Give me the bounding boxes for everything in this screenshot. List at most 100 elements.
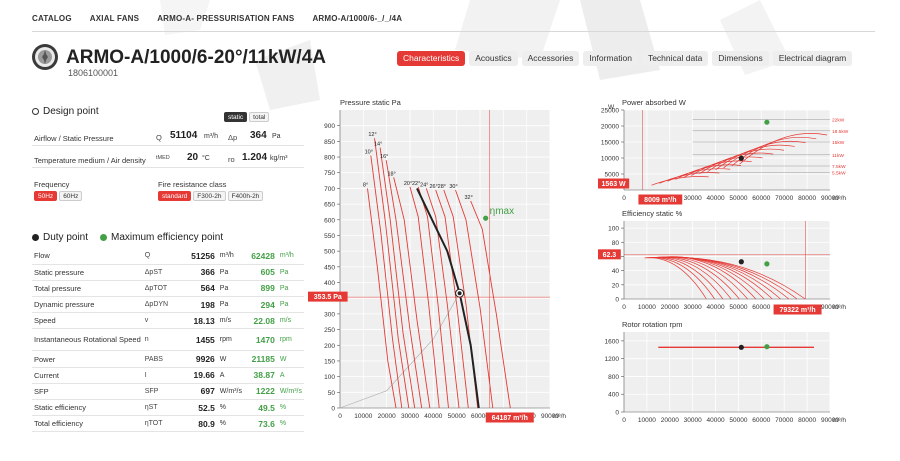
power-curve xyxy=(675,164,742,180)
density-value[interactable]: 1.204 xyxy=(242,152,268,163)
duty-curve xyxy=(416,187,480,409)
fire-standard-button[interactable]: standard xyxy=(158,191,192,201)
y-tick-label: 15000 xyxy=(601,140,619,147)
duty-unit: Pa xyxy=(216,264,250,281)
duty-value: 564 xyxy=(176,280,217,298)
max-value: 899 xyxy=(249,280,277,298)
y-marker-box xyxy=(308,291,348,302)
x-tick-label: 30000 xyxy=(684,195,702,202)
row-label: Total efficiency xyxy=(32,415,143,433)
fire-f300-button[interactable]: F300-2h xyxy=(193,191,226,201)
tab-electrical-diagram[interactable]: Electrical diagram xyxy=(772,51,853,66)
table-row: Static pressure ΔpST 366 Pa 605 Pa xyxy=(32,264,304,281)
row-label-text: Static efficiency xyxy=(34,403,86,413)
y-tick-label: 100 xyxy=(324,374,335,381)
airflow-label: Airflow / Static Pressure xyxy=(34,134,114,143)
y-tick-label: 750 xyxy=(324,170,335,177)
plot-area xyxy=(624,332,830,412)
table-row: Flow Q 51256 m³/h 62428 m³/h xyxy=(32,248,304,265)
y-tick-label: 450 xyxy=(324,264,335,271)
temperature-value[interactable]: 20 xyxy=(187,152,199,163)
y-tick-label: 300 xyxy=(324,311,335,318)
x-tick-label: 30000 xyxy=(684,417,702,424)
y-marker-box xyxy=(598,178,630,189)
series-line xyxy=(379,147,416,409)
frequency-60hz-button[interactable]: 60Hz xyxy=(59,191,83,201)
tab-information[interactable]: Information xyxy=(583,51,638,66)
mode-static-button[interactable]: static xyxy=(224,112,248,122)
product-code: 1806100001 xyxy=(68,68,119,78)
tab-characteristics[interactable]: Characteristics xyxy=(397,51,466,66)
x-tick-label: 60000 xyxy=(752,417,770,424)
row-symbol: ΔpST xyxy=(142,264,177,281)
duty-unit: m³/h xyxy=(216,248,250,265)
series-label: 8° xyxy=(363,182,368,188)
duty-unit: % xyxy=(216,415,250,433)
x-marker-box xyxy=(638,194,683,205)
tab-accessories[interactable]: Accessories xyxy=(521,51,580,66)
max-efficiency-marker-icon xyxy=(100,234,108,241)
x-tick-label: 0 xyxy=(622,195,626,202)
tab-technical-data[interactable]: Technical data xyxy=(641,51,709,66)
y-marker-text: 1563 W xyxy=(602,181,627,188)
table-row: Instantaneous Rotational Speed n 1455 rpm 14… xyxy=(32,328,304,352)
x-tick-label: 50000 xyxy=(448,413,466,420)
row-symbol: ηST xyxy=(142,399,177,417)
power-limit-label: 11kW xyxy=(832,153,844,159)
x-marker: 79322 m³/h xyxy=(773,304,822,315)
y-tick-label: 700 xyxy=(324,186,335,193)
row-label-text: Speed xyxy=(34,316,56,326)
max-value: 22.08 xyxy=(249,312,277,330)
x-marker-text: 79322 m³/h xyxy=(779,307,815,314)
fire-f400-button[interactable]: F400h-2h xyxy=(227,191,264,201)
density-unit: kg/m³ xyxy=(270,155,288,162)
plot-area xyxy=(624,110,830,190)
max-value: 73.6 xyxy=(249,415,277,433)
tab-acoustics[interactable]: Acoustics xyxy=(469,51,518,66)
max-unit: m³/h xyxy=(276,248,304,265)
pressure-chart: Pressure static Pa 0 10000 20000 30000 40000 5… xyxy=(308,98,566,423)
max-efficiency-point xyxy=(483,215,489,221)
duty-point xyxy=(738,344,744,350)
pressure-value[interactable]: 364 xyxy=(250,130,267,141)
tab-dimensions[interactable]: Dimensions xyxy=(712,51,769,66)
x-marker-box xyxy=(773,304,822,315)
mode-total-button[interactable]: total xyxy=(249,112,270,122)
series-line xyxy=(470,200,511,409)
row-label: Speed xyxy=(32,312,143,330)
breadcrumb-current-product[interactable]: ARMO-A/1000/6-_/_/4A xyxy=(312,14,403,23)
power-limit-label: 15kW xyxy=(832,140,845,146)
x-marker: 64187 m³/h xyxy=(485,412,534,423)
row-label-text: Total efficiency xyxy=(34,419,84,429)
max-value: 1222 xyxy=(249,383,277,401)
x-tick-label: 0 xyxy=(622,417,626,424)
breadcrumb-catalog[interactable]: CATALOG xyxy=(32,14,72,23)
series-line xyxy=(367,188,397,409)
frequency-50hz-button[interactable]: 50Hz xyxy=(34,191,58,201)
chart-title: Pressure static Pa xyxy=(340,98,402,107)
duty-unit: W/m³/s xyxy=(216,383,250,401)
product-title: ARMO-A/1000/6-20°/11kW/4A xyxy=(66,47,326,68)
series-label: 16° xyxy=(380,154,388,160)
duty-value: 52.5 xyxy=(176,399,217,417)
x-marker-box xyxy=(485,412,534,423)
series-label: 12° xyxy=(368,132,376,138)
x-tick-label: 70000 xyxy=(775,195,793,202)
y-tick-label: 20 xyxy=(612,282,620,289)
duty-point xyxy=(738,259,744,265)
row-label: Static efficiency xyxy=(32,399,143,417)
max-efficiency-title: Maximum efficiency point xyxy=(111,232,224,243)
duty-value: 366 xyxy=(176,264,217,281)
breadcrumb-pressurisation-fans[interactable]: ARMO-A- PRESSURISATION FANS xyxy=(157,14,295,23)
series-line xyxy=(385,160,423,409)
series-label: 30° xyxy=(449,184,457,190)
power-limit-label: 18.5kW xyxy=(832,129,849,135)
breadcrumb-axial-fans[interactable]: AXIAL FANS xyxy=(89,14,140,23)
max-unit: % xyxy=(276,415,304,433)
table-row: SFP SFP 697 W/m³/s 1222 W/m³/s xyxy=(32,383,304,401)
y-marker-box xyxy=(598,249,621,260)
x-axis-label: m³/h xyxy=(553,413,566,420)
x-tick-label: 50000 xyxy=(729,417,747,424)
airflow-value[interactable]: 51104 xyxy=(170,130,198,141)
max-value: 1470 xyxy=(249,328,277,352)
